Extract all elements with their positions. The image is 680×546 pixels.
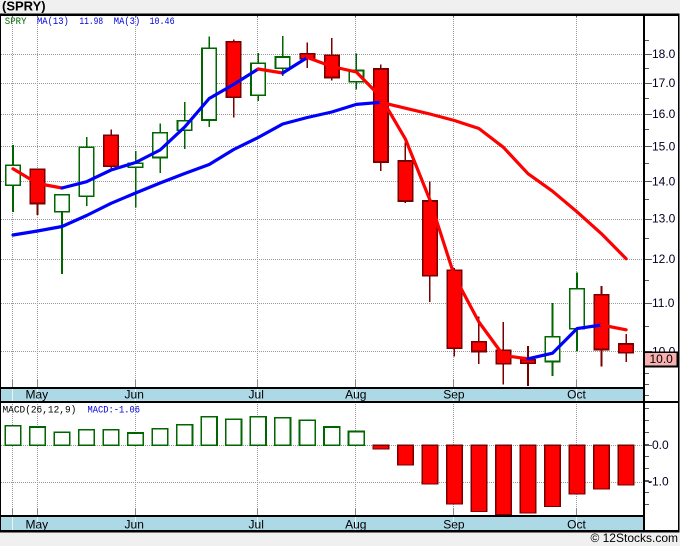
svg-text:MACD:-1.06: MACD:-1.06 [88,405,141,417]
svg-text:Aug: Aug [345,387,366,401]
svg-text:11.98: 11.98 [79,16,103,28]
svg-text:MACD(26,12,9): MACD(26,12,9) [3,405,77,417]
svg-text:14.0: 14.0 [652,174,676,188]
svg-text:11.0: 11.0 [652,296,675,310]
svg-text:May: May [25,517,48,531]
svg-text:-1.0: -1.0 [648,475,669,489]
svg-text:Jun: Jun [125,387,144,401]
svg-text:SPRY: SPRY [5,16,27,28]
svg-text:18.0: 18.0 [652,47,676,61]
svg-text:© 12Stocks.com: © 12Stocks.com [590,531,678,545]
svg-text:Aug: Aug [345,517,366,531]
svg-text:Sep: Sep [443,387,465,401]
svg-text:Jul: Jul [249,517,264,531]
svg-text:10.46: 10.46 [150,16,175,28]
svg-text:17.0: 17.0 [652,76,676,90]
svg-text:0.0: 0.0 [652,438,669,452]
svg-text:Jun: Jun [125,517,144,531]
svg-text:Oct: Oct [567,517,586,531]
svg-text:Oct: Oct [567,387,586,401]
svg-text:15.0: 15.0 [652,139,676,153]
svg-text:MA(13): MA(13) [37,16,69,28]
svg-text:MA(3): MA(3) [114,16,140,28]
svg-text:16.0: 16.0 [652,107,676,121]
svg-text:Sep: Sep [443,517,465,531]
svg-text:May: May [25,387,48,401]
svg-text:12.0: 12.0 [652,252,676,266]
svg-text:13.0: 13.0 [652,212,676,226]
svg-text:(SPRY): (SPRY) [2,0,46,14]
svg-text:10.0: 10.0 [650,352,674,366]
svg-text:Jul: Jul [249,387,264,401]
